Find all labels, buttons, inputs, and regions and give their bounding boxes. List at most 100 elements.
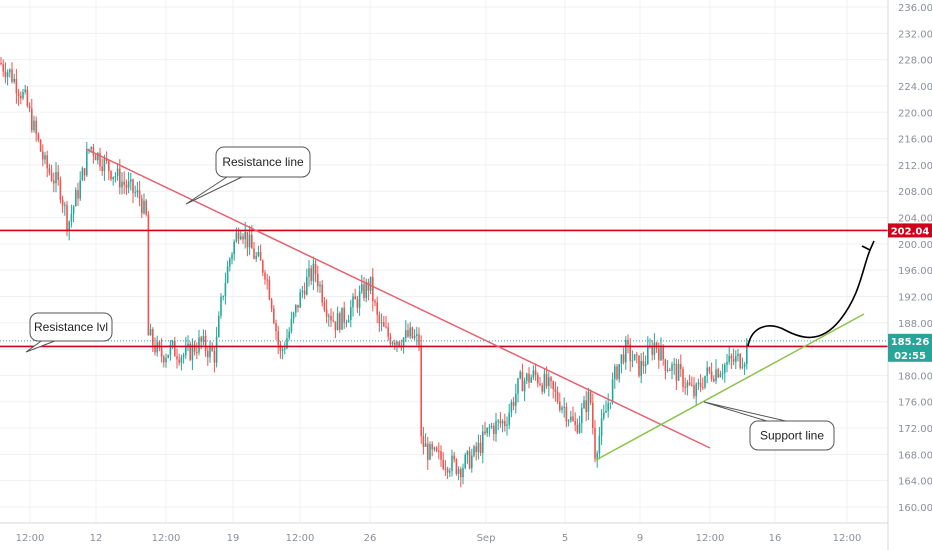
candle-body	[13, 78, 15, 82]
callout-text: Resistance line	[222, 155, 304, 169]
x-tick-label: 12	[90, 533, 103, 544]
y-tick-label: 236.00	[898, 3, 932, 14]
candle-body	[482, 431, 484, 454]
candle-body	[405, 330, 407, 338]
candle-body	[471, 455, 473, 469]
candle-body	[627, 340, 629, 345]
callout-text: Support line	[760, 429, 824, 443]
candle-body	[2, 64, 4, 72]
projection-path[interactable]	[747, 249, 871, 347]
candle-body	[116, 168, 119, 177]
candle-body	[77, 190, 79, 199]
y-tick-label: 224.00	[898, 82, 932, 93]
candle-body	[24, 89, 26, 92]
support-line-callout[interactable]: Support line	[703, 401, 835, 451]
y-tick-label: 204.00	[898, 214, 932, 225]
x-tick-label: 19	[227, 533, 240, 544]
candle-body	[372, 276, 374, 302]
candle-body	[240, 236, 242, 240]
candle-body	[57, 171, 59, 180]
candle-body	[565, 406, 568, 422]
candle-body	[702, 386, 704, 388]
candle-body	[688, 382, 691, 385]
candle-body	[325, 309, 328, 317]
candle-body	[72, 206, 75, 214]
candle-body	[231, 254, 233, 259]
candle-body	[605, 410, 607, 413]
candle-body	[11, 69, 13, 82]
candle-body	[251, 234, 253, 249]
candle-body	[515, 393, 517, 406]
candle-body	[171, 340, 174, 345]
candle-body	[726, 362, 728, 365]
candle-body	[26, 89, 29, 107]
candle-body	[39, 139, 42, 152]
candle-body	[653, 342, 656, 355]
y-tick-label: 228.00	[898, 56, 932, 67]
candle-body	[275, 323, 277, 332]
candle-body	[211, 346, 213, 351]
candle-body	[6, 72, 9, 78]
candle-body	[552, 381, 554, 390]
candle-body	[506, 424, 508, 426]
candle-body	[510, 402, 513, 413]
candle-body	[387, 327, 389, 337]
callout-tail	[703, 401, 791, 423]
candle-body	[33, 120, 35, 131]
candle-body	[572, 416, 574, 422]
candle-body	[257, 252, 260, 256]
candle-body	[655, 342, 658, 349]
candle-body	[202, 335, 205, 342]
candle-body	[319, 284, 321, 287]
candle-body	[374, 301, 376, 303]
candle-body	[493, 425, 495, 434]
candle-body	[343, 307, 345, 323]
candle-body	[248, 234, 251, 248]
candle-body	[636, 354, 638, 356]
candle-body	[226, 266, 229, 283]
candle-body	[528, 373, 530, 383]
y-tick-label: 188.00	[898, 319, 932, 330]
candle-body	[213, 350, 216, 363]
candle-body	[59, 179, 62, 200]
candle-body	[191, 344, 194, 360]
candle-body	[396, 341, 398, 345]
candle-body	[660, 345, 662, 361]
candle-body	[37, 133, 40, 140]
resistance-lvl-callout[interactable]: Resistance lvl	[25, 312, 113, 353]
y-tick-label: 180.00	[898, 371, 932, 382]
candle-body	[576, 424, 579, 433]
resistance-line-callout[interactable]: Resistance line	[185, 146, 311, 205]
candle-body	[297, 304, 299, 308]
candle-body	[616, 366, 618, 380]
candle-body	[15, 78, 18, 94]
candle-body	[68, 221, 70, 230]
candle-body	[165, 357, 167, 363]
candle-body	[587, 391, 590, 412]
candle-body	[125, 184, 128, 188]
candle-body	[266, 279, 268, 281]
resistance-trendline[interactable]	[85, 148, 711, 449]
x-tick-label: 12:00	[696, 533, 725, 544]
candle-body	[695, 384, 697, 397]
support-trendline[interactable]	[595, 313, 865, 461]
candle-body	[488, 427, 491, 429]
callout-tail	[185, 174, 247, 205]
candle-body	[539, 383, 541, 385]
candle-body	[273, 308, 275, 324]
candle-body	[633, 354, 636, 361]
candle-body	[708, 367, 711, 372]
x-tick-label: 26	[364, 533, 377, 544]
y-tick-label: 220.00	[898, 108, 932, 119]
candle-body	[730, 355, 733, 359]
candle-body	[732, 358, 735, 362]
candle-body	[383, 322, 385, 327]
candle-body	[306, 276, 308, 295]
candle-body	[44, 155, 46, 160]
candle-body	[284, 348, 286, 350]
x-tick-label: 12:00	[152, 533, 181, 544]
y-tick-label: 164.00	[898, 477, 932, 488]
